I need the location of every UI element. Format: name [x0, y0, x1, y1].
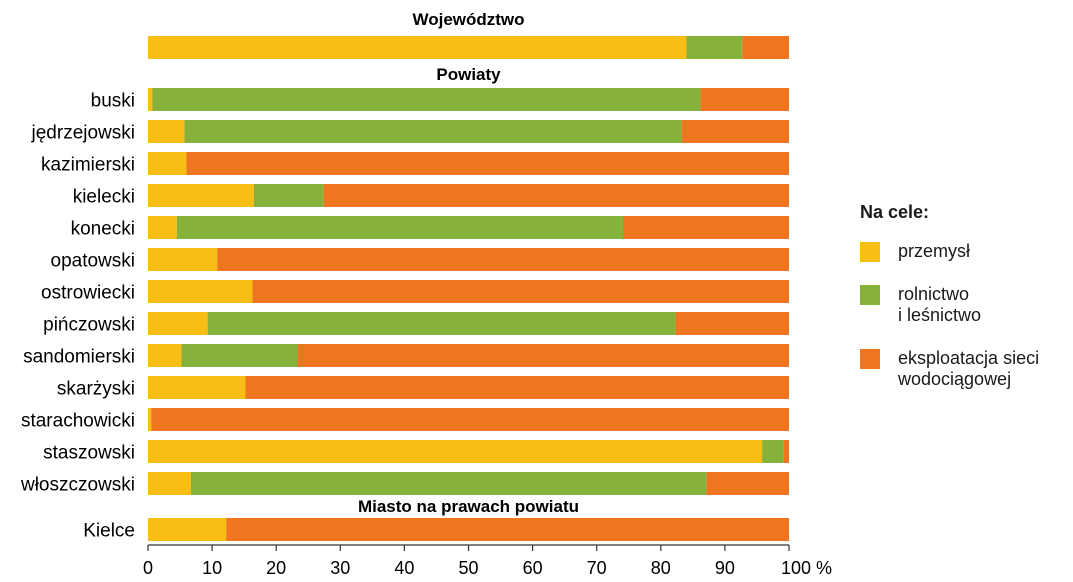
bar-pinczowski-series-3 — [675, 312, 789, 335]
bar-staszowski-series-3 — [783, 440, 789, 463]
legend-label-rolnictwo-line1: rolnictwo — [898, 284, 970, 304]
bar-konecki-series-1 — [148, 216, 177, 239]
legend-item-przemysl: przemysł — [860, 241, 1065, 262]
bar-sandomierski-series-2 — [181, 344, 298, 367]
bar-kielecki-series-3 — [323, 184, 789, 207]
bar-wloszczowski-series-2 — [190, 472, 707, 495]
category-label-konecki: konecki — [71, 219, 135, 240]
legend-label-rolnictwo-line2: i leśnictwo — [898, 305, 982, 325]
bars — [148, 36, 789, 541]
x-tick-label-7: 70 — [587, 558, 607, 578]
category-label-wloszczowski: włoszczowski — [20, 475, 135, 496]
bar-jedrzejowski-series-2 — [184, 120, 682, 143]
category-label-kielecki: kielecki — [73, 187, 135, 208]
bar-staszowski-series-1 — [148, 440, 763, 463]
bar-wojewodztwo-series-2 — [686, 36, 743, 59]
x-tick-label-9: 90 — [715, 558, 735, 578]
category-label-pinczowski: pińczowski — [43, 315, 135, 336]
legend-swatch-przemysl — [860, 242, 880, 262]
bar-kazimierski-series-1 — [148, 152, 187, 175]
bar-wloszczowski-series-3 — [706, 472, 789, 495]
bar-ostrowiecki-series-3 — [252, 280, 789, 303]
bar-wojewodztwo-series-1 — [148, 36, 687, 59]
category-label-sandomierski: sandomierski — [23, 347, 135, 368]
bar-wojewodztwo-series-3 — [742, 36, 789, 59]
bar-staszowski-series-2 — [762, 440, 784, 463]
legend-swatch-eksploatacja — [860, 349, 880, 369]
category-label-ostrowiecki: ostrowiecki — [41, 283, 135, 304]
bar-skarzyski-series-3 — [245, 376, 789, 399]
bar-wloszczowski-series-1 — [148, 472, 191, 495]
bar-kielce-series-1 — [148, 518, 227, 541]
x-axis: 0 10 20 30 40 50 60 70 80 90 100 % — [143, 544, 832, 578]
legend-item-rolnictwo: rolnictwo i leśnictwo — [860, 284, 1065, 326]
x-tick-label-2: 20 — [266, 558, 286, 578]
category-label-kazimierski: kazimierski — [41, 155, 135, 176]
bar-pinczowski-series-1 — [148, 312, 208, 335]
legend-item-eksploatacja: eksploatacja sieci wodociągowej — [860, 348, 1065, 390]
category-labels: buski jędrzejowski kazimierski kielecki kone… — [20, 91, 135, 542]
x-tick-label-8: 80 — [651, 558, 671, 578]
bar-ostrowiecki-series-1 — [148, 280, 253, 303]
bar-buski-series-3 — [700, 88, 789, 111]
legend-title: Na cele: — [860, 202, 930, 222]
category-label-buski: buski — [91, 91, 135, 112]
legend: Na cele: przemysł rolnictwo i leśnictwo … — [860, 202, 1065, 412]
bar-buski-series-2 — [152, 88, 701, 111]
bar-sandomierski-series-3 — [297, 344, 789, 367]
bar-skarzyski-series-1 — [148, 376, 246, 399]
bar-kielecki-series-2 — [253, 184, 324, 207]
x-tick-label-6: 60 — [523, 558, 543, 578]
section-title-powiaty: Powiaty — [436, 65, 501, 84]
x-tick-label-4: 40 — [394, 558, 414, 578]
section-titles: Województwo Powiaty Miasto na prawach powi… — [358, 10, 579, 516]
bar-jedrzejowski-series-1 — [148, 120, 185, 143]
bar-kielecki-series-1 — [148, 184, 254, 207]
bar-opatowski-series-1 — [148, 248, 218, 271]
category-label-staszowski: staszowski — [43, 443, 135, 464]
category-label-opatowski: opatowski — [51, 251, 136, 272]
x-tick-label-10: 100 % — [781, 558, 832, 578]
legend-label-eksploatacja-line1: eksploatacja sieci — [898, 348, 1040, 368]
bar-starachowicki-series-3 — [151, 408, 789, 431]
category-label-kielce: Kielce — [83, 521, 135, 542]
section-title-wojewodztwo: Województwo — [412, 10, 524, 29]
bar-opatowski-series-3 — [217, 248, 789, 271]
bar-starachowicki-series-1 — [148, 408, 152, 431]
bar-kazimierski-series-3 — [186, 152, 789, 175]
x-tick-label-5: 50 — [458, 558, 478, 578]
x-tick-label-3: 30 — [330, 558, 350, 578]
category-label-skarzyski: skarżyski — [57, 379, 135, 400]
x-tick-label-1: 10 — [202, 558, 222, 578]
legend-label-przemysl: przemysł — [898, 241, 971, 261]
bar-sandomierski-series-1 — [148, 344, 182, 367]
x-tick-label-0: 0 — [143, 558, 153, 578]
bar-jedrzejowski-series-3 — [681, 120, 789, 143]
legend-swatch-rolnictwo — [860, 285, 880, 305]
category-label-starachowicki: starachowicki — [21, 411, 135, 432]
legend-label-eksploatacja-line2: wodociągowej — [898, 369, 1012, 389]
bar-pinczowski-series-2 — [207, 312, 676, 335]
bar-konecki-series-2 — [176, 216, 623, 239]
bar-konecki-series-3 — [622, 216, 789, 239]
bar-buski-series-1 — [148, 88, 153, 111]
bar-kielce-series-3 — [226, 518, 789, 541]
category-label-jedrzejowski: jędrzejowski — [31, 123, 135, 144]
section-title-miasto-na-prawach-powiatu: Miasto na prawach powiatu — [358, 497, 579, 516]
